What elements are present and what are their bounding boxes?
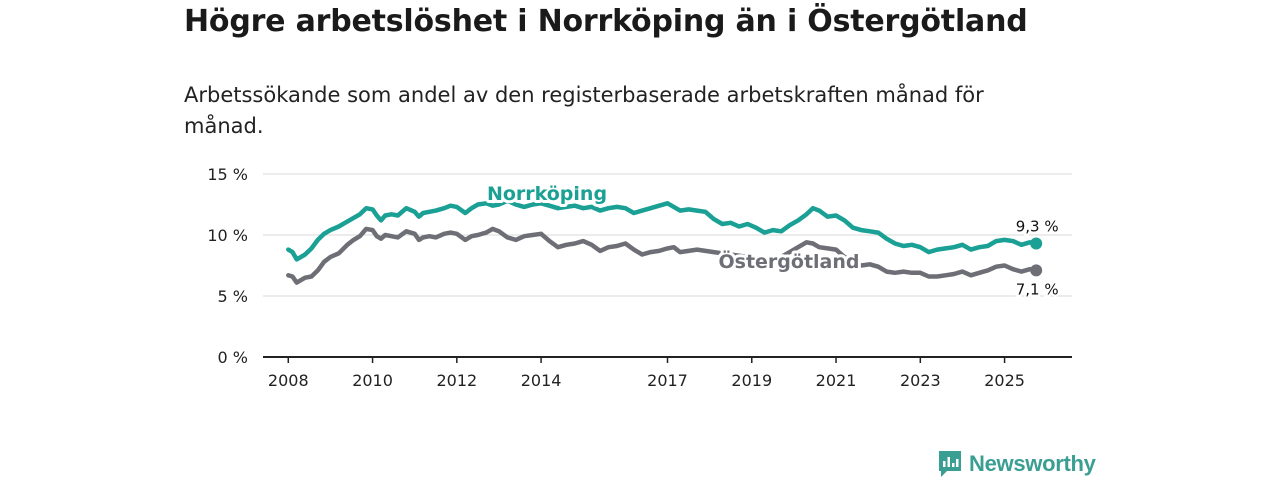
end-point-marker	[1030, 264, 1043, 277]
x-tick-label: 2008	[268, 371, 309, 390]
x-tick-label: 2019	[731, 371, 772, 390]
series-label-norrkoping: Norrköping	[487, 183, 607, 205]
series-line-norrkoping	[286, 198, 1039, 262]
series-lines	[286, 198, 1043, 285]
x-tick-label: 2014	[521, 371, 562, 390]
y-tick-label: 0 %	[218, 348, 248, 367]
end-value-label-ostergotland: 7,1 %	[1016, 280, 1059, 298]
chart-title: Högre arbetslöshet i Norrköping än i Öst…	[184, 4, 1028, 39]
newsworthy-logo-icon	[939, 451, 961, 477]
brand-name: Newsworthy	[969, 451, 1096, 476]
x-tick-label: 2021	[816, 371, 857, 390]
y-axis-labels: 0 % 5 % 10 % 15 %	[207, 165, 248, 367]
x-tick-label: 2023	[900, 371, 941, 390]
series-line-ostergotland	[286, 226, 1039, 285]
x-axis: 2008 2010 2012 2014 2017 2019 2021 2023 2025	[263, 356, 1072, 390]
x-tick-label: 2017	[647, 371, 688, 390]
series-labels: Norrköping Östergötland 9,3 % 7,1 %	[484, 180, 1061, 300]
end-value-label-norrkoping: 9,3 %	[1016, 218, 1059, 236]
chart-subtitle: Arbetssökande som andel av den registerb…	[184, 83, 984, 138]
y-tick-label: 10 %	[207, 226, 248, 245]
series-label-ostergotland: Östergötland	[719, 249, 860, 273]
end-point-marker	[1030, 237, 1043, 250]
y-tick-label: 15 %	[207, 165, 248, 184]
x-tick-label: 2012	[436, 371, 477, 390]
x-tick-label: 2010	[352, 371, 393, 390]
y-tick-label: 5 %	[218, 287, 248, 306]
brand-logo[interactable]: Newsworthy	[937, 449, 1096, 479]
x-tick-label: 2025	[984, 371, 1025, 390]
